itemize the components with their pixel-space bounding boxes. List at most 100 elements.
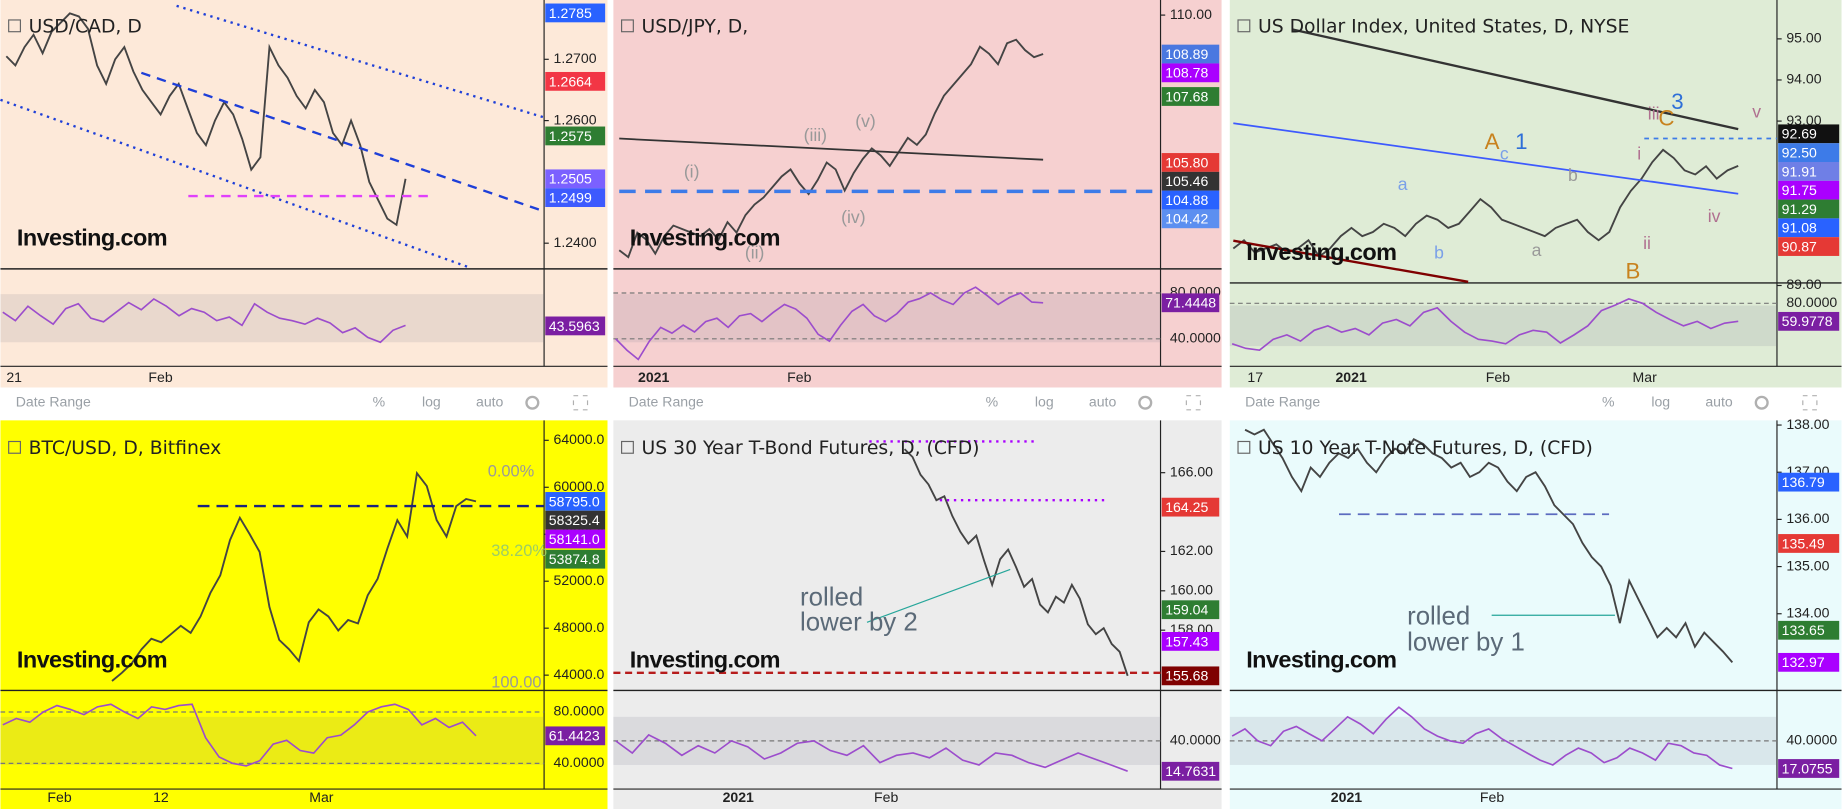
trend-line bbox=[140, 71, 545, 213]
price-tag bbox=[1778, 311, 1840, 331]
annotation-pointer bbox=[866, 568, 1011, 623]
date-range-button[interactable]: Date Range bbox=[1245, 393, 1320, 409]
toolbar-button[interactable]: auto bbox=[476, 393, 504, 409]
y-tick-label: 40.0000 bbox=[1170, 732, 1221, 748]
price-tag-label: 157.43 bbox=[1165, 633, 1208, 649]
indicator-line bbox=[615, 286, 1044, 361]
indicator-band bbox=[613, 294, 1161, 343]
settings-icon bbox=[525, 395, 540, 410]
price-tag bbox=[1161, 190, 1220, 210]
price-tag-label: 91.29 bbox=[1782, 201, 1817, 217]
price-tag bbox=[545, 169, 606, 189]
panel-title: US 10 Year T-Note Futures, D, (CFD) bbox=[1258, 438, 1593, 459]
annotation: B bbox=[1625, 258, 1640, 283]
price-tag-label: 1.2785 bbox=[549, 5, 592, 21]
panel-title: US Dollar Index, United States, D, NYSE bbox=[1258, 17, 1629, 38]
panel-background bbox=[1229, 0, 1842, 388]
y-tick-label: 60000.0 bbox=[553, 478, 604, 494]
panel-title: USD/CAD, D bbox=[29, 17, 142, 38]
y-tick-label: 1.2700 bbox=[553, 50, 596, 66]
x-tick-label: 2021 bbox=[1335, 369, 1366, 385]
toolbar-button[interactable]: auto bbox=[1705, 393, 1733, 409]
toolbar-button[interactable]: log bbox=[1651, 393, 1670, 409]
collapse-icon bbox=[8, 19, 22, 33]
price-tag-label: 14.7631 bbox=[1165, 763, 1216, 779]
y-tick-label: 1.2400 bbox=[553, 234, 596, 250]
annotation: 0.00% bbox=[488, 462, 535, 480]
x-tick-label: 2021 bbox=[1331, 789, 1362, 805]
price-tag-label: 108.78 bbox=[1165, 65, 1208, 81]
date-range-button[interactable]: Date Range bbox=[16, 393, 91, 409]
date-range-button[interactable]: Date Range bbox=[629, 393, 704, 409]
price-tag bbox=[545, 510, 606, 530]
price-tag-label: 107.68 bbox=[1165, 88, 1208, 104]
annotation: i bbox=[1637, 144, 1641, 164]
y-tick-label: 110.00 bbox=[1170, 6, 1212, 22]
price-tag-label: 1.2505 bbox=[549, 171, 592, 187]
price-tag-label: 135.49 bbox=[1782, 535, 1825, 551]
price-tag bbox=[1778, 162, 1840, 181]
x-tick-label: Feb bbox=[787, 369, 811, 385]
trend-line bbox=[1233, 239, 1469, 283]
price-tag bbox=[1778, 620, 1840, 640]
annotation: C bbox=[1658, 106, 1674, 131]
annotation: (ii) bbox=[745, 242, 765, 262]
price-tag bbox=[1161, 497, 1220, 517]
price-tag bbox=[1778, 472, 1840, 492]
y-tick-label: 48000.0 bbox=[553, 619, 604, 635]
toolbar bbox=[613, 389, 1222, 416]
price-tag-label: 91.08 bbox=[1782, 220, 1817, 236]
y-tick-label: 138.00 bbox=[1786, 416, 1829, 432]
panel-background bbox=[613, 0, 1222, 388]
y-tick-label: 80.0000 bbox=[553, 703, 604, 719]
y-tick-label: 94.00 bbox=[1786, 71, 1821, 87]
toolbar-button[interactable]: auto bbox=[1089, 393, 1117, 409]
watermark: Investing.com bbox=[630, 225, 780, 251]
price-tag-label: 58795.0 bbox=[549, 493, 600, 509]
price-tag bbox=[1161, 153, 1220, 172]
price-tag bbox=[1161, 293, 1220, 313]
price-tag-label: 59.9778 bbox=[1782, 313, 1833, 329]
settings-icon bbox=[1754, 395, 1769, 410]
indicator-line bbox=[1231, 297, 1739, 351]
annotation: b bbox=[1434, 242, 1444, 262]
y-tick-label: 40.0000 bbox=[1170, 330, 1221, 346]
annotation: iv bbox=[1708, 206, 1721, 226]
price-tag-label: 136.79 bbox=[1782, 474, 1825, 490]
y-tick-label: 40.0000 bbox=[553, 754, 604, 770]
y-tick-label: 95.00 bbox=[1786, 30, 1821, 46]
price-tag bbox=[545, 71, 606, 91]
price-tag bbox=[1778, 218, 1840, 238]
price-line bbox=[1232, 148, 1739, 259]
panel-title: USD/JPY, D, bbox=[642, 17, 749, 38]
toolbar-button[interactable]: % bbox=[986, 393, 999, 409]
annotation: lower by 2 bbox=[800, 608, 918, 636]
watermark: Investing.com bbox=[17, 646, 167, 672]
toolbar-button[interactable]: log bbox=[1035, 393, 1054, 409]
price-tag-label: 133.65 bbox=[1782, 622, 1825, 638]
price-tag-label: 58141.0 bbox=[549, 531, 600, 547]
toolbar-button[interactable]: % bbox=[1602, 393, 1615, 409]
price-tag bbox=[545, 726, 606, 746]
price-tag bbox=[545, 529, 606, 549]
collapse-icon bbox=[1237, 440, 1251, 454]
fullscreen-icon bbox=[1185, 395, 1202, 411]
panel-background bbox=[613, 420, 1222, 809]
annotation: a bbox=[1532, 240, 1542, 260]
labels: 1.2700 1.2600 1.2400 1.2785 1.2664 1.2575 1.25… bbox=[0, 3, 1842, 805]
fullscreen-icon bbox=[572, 395, 589, 411]
y-tick-label: 52000.0 bbox=[553, 572, 604, 588]
annotation: lower by 1 bbox=[1407, 628, 1525, 656]
annotation: c bbox=[1500, 144, 1509, 164]
price-tag-label: 108.89 bbox=[1165, 46, 1208, 62]
toolbar-button[interactable]: log bbox=[422, 393, 441, 409]
annotation: b bbox=[1568, 165, 1578, 185]
price-line bbox=[1244, 428, 1734, 663]
price-tag bbox=[1161, 209, 1220, 229]
panel-title: BTC/USD, D, Bitfinex bbox=[29, 438, 222, 459]
toolbar-button[interactable]: % bbox=[373, 393, 386, 409]
collapse-icon bbox=[8, 440, 22, 454]
x-tick-label: Feb bbox=[1486, 369, 1510, 385]
annotation: ii bbox=[1643, 233, 1651, 253]
